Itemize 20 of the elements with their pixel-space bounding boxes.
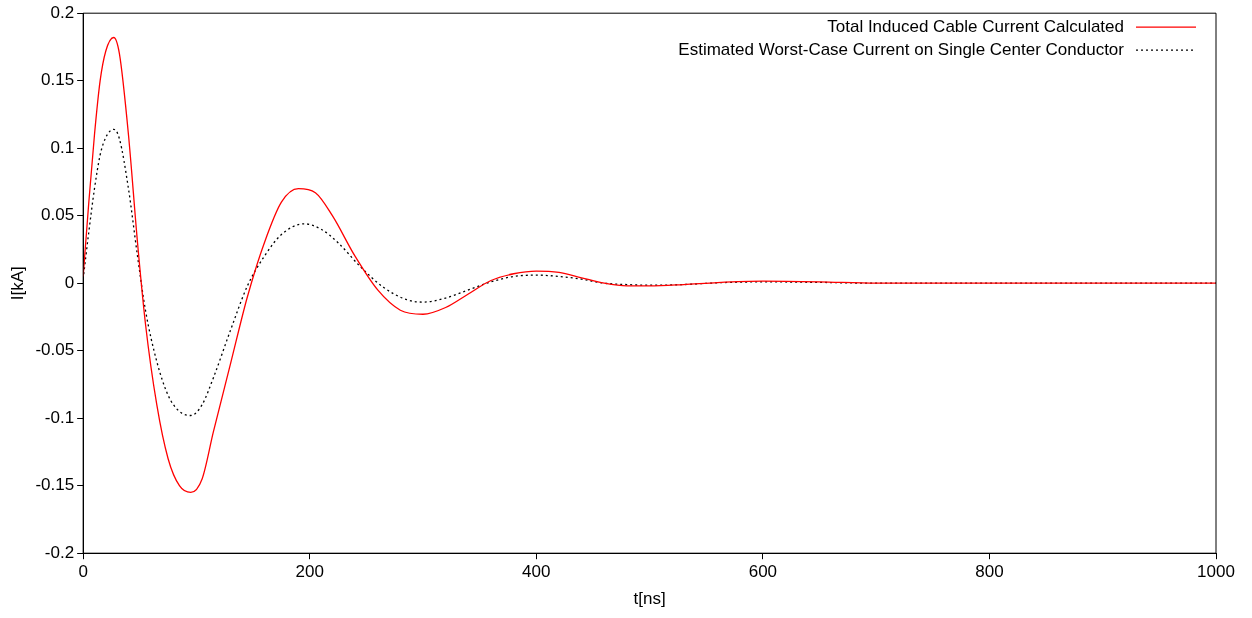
x-tick-label: 0 [78,562,88,582]
x-tick-label: 200 [295,562,324,582]
x-tick-label: 800 [975,562,1004,582]
y-tick-label: -0.1 [44,407,75,427]
y-tick-label: -0.2 [44,542,75,562]
y-tick-label: 0.15 [41,70,75,90]
x-axis-title: t[ns] [633,589,666,609]
y-tick-label: 0.05 [41,205,75,225]
x-tick-label: 600 [748,562,778,582]
y-tick-label: -0.05 [35,340,75,360]
y-tick-label: 0.2 [50,2,75,22]
y-tick-label: 0.1 [50,137,75,157]
legend-label: Estimated Worst-Case Current on Single Center Conductor [678,39,1125,59]
legend-label: Total Induced Cable Current Calculated [827,16,1124,36]
x-tick-label: 1000 [1197,562,1235,582]
y-tick-label: -0.15 [35,475,75,495]
x-tick-label: 400 [522,562,551,582]
y-axis-title: I[kA] [7,266,27,301]
line-series [83,36,1216,494]
y-tick-label: 0 [64,272,75,292]
